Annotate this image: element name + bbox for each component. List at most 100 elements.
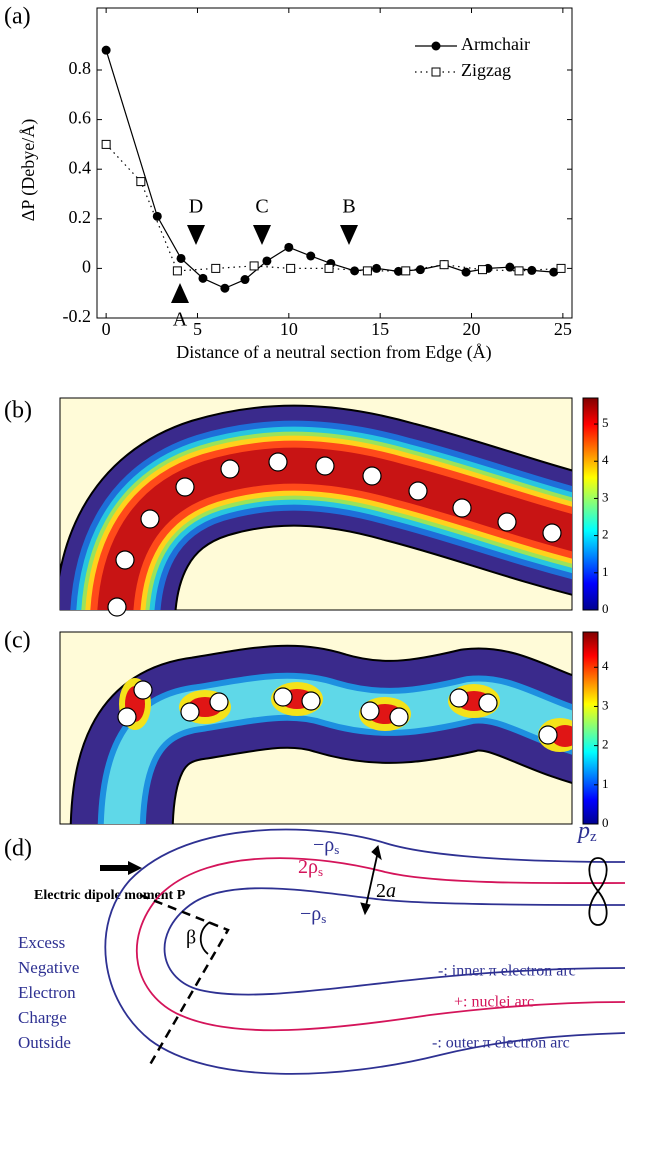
atom — [268, 452, 288, 472]
colorbar — [582, 631, 599, 825]
charge-text: −ρ — [300, 903, 321, 925]
orbital-label: pz — [576, 818, 597, 846]
heatmap-band — [97, 447, 572, 610]
angle-arc — [199, 921, 211, 955]
panel-label: (a) — [4, 4, 31, 30]
width-label: 2a — [376, 880, 396, 902]
atom — [497, 512, 517, 532]
angle-lines — [139, 893, 230, 1069]
atom — [538, 725, 558, 745]
atom — [389, 707, 409, 727]
marker — [324, 263, 334, 273]
series-line — [105, 143, 562, 272]
marker — [172, 266, 182, 276]
plot-frame — [96, 7, 573, 319]
y-tick-label: 0.6 — [69, 108, 92, 128]
marker — [527, 265, 537, 275]
marker — [514, 266, 524, 276]
marker — [401, 266, 411, 276]
atom — [478, 693, 498, 713]
colorbar-tick-label: 1 — [602, 564, 609, 579]
width-var: a — [386, 880, 396, 902]
width-text: 2 — [376, 880, 386, 902]
annotation-label: A — [173, 309, 188, 331]
side-note-line: Negative — [18, 958, 79, 977]
marker — [262, 256, 272, 266]
colorbar-tick-label: 2 — [602, 737, 609, 752]
outer-arc — [104, 828, 626, 1075]
atoms — [107, 452, 562, 617]
atom — [133, 680, 153, 700]
annotation-label: B — [342, 196, 355, 218]
marker — [249, 261, 259, 271]
atom — [220, 459, 240, 479]
x-axis-label: Distance of a neutral section from Edge … — [176, 342, 491, 363]
panel-label: (d) — [4, 836, 32, 862]
annotation-arrow — [171, 283, 189, 303]
angle-label: β — [186, 927, 196, 949]
side-note-line: Excess — [18, 933, 65, 952]
dipole-symbol: P — [177, 888, 186, 903]
y-tick-label: 0.2 — [69, 207, 92, 227]
panel-label: (b) — [4, 398, 32, 424]
x-tick-label: 0 — [102, 319, 111, 339]
marker — [152, 211, 162, 221]
charge-label: −ρs — [313, 834, 339, 857]
marker — [198, 273, 208, 283]
annotation-arrow — [340, 225, 358, 245]
heatmap-band — [103, 678, 572, 824]
marker — [240, 275, 250, 285]
marker — [505, 262, 515, 272]
atom — [542, 523, 562, 543]
colorbar-tick-label: 1 — [602, 776, 609, 791]
arc-label: -: inner π electron arc — [438, 963, 576, 980]
charge-text: −ρ — [313, 834, 334, 856]
x-tick-label: 15 — [371, 319, 389, 339]
pz-orbital — [588, 857, 608, 926]
colorbar-tick-label: 4 — [602, 658, 609, 673]
marker — [101, 139, 111, 149]
side-note-line: Outside — [18, 1033, 71, 1052]
inner-arc — [163, 887, 626, 996]
atom — [315, 456, 335, 476]
width-arrow — [365, 855, 378, 907]
colorbar-tick-label: 3 — [602, 697, 609, 712]
marker — [136, 177, 146, 187]
marker — [101, 45, 111, 55]
panel-label: (c) — [4, 628, 31, 654]
atom — [115, 550, 135, 570]
orbital-text: p — [576, 818, 590, 844]
y-axis-label: ΔP (Debye/Å) — [18, 119, 39, 221]
atom — [360, 701, 380, 721]
atom — [117, 707, 137, 727]
marker — [477, 265, 487, 275]
legend-label: Zigzag — [461, 60, 511, 80]
atom — [140, 509, 160, 529]
side-note: Excess Negative Electron Charge Outside — [18, 933, 79, 1052]
colorbar-tick-label: 2 — [602, 527, 609, 542]
legend-marker — [431, 67, 441, 77]
colorbar-tick-label: 4 — [602, 452, 609, 467]
colorbar — [582, 397, 599, 611]
marker — [556, 263, 566, 273]
charge-sub: s — [318, 864, 323, 879]
nuclei-arc — [135, 857, 626, 1032]
colorbar-tick-label: 0 — [602, 815, 609, 830]
y-tick-label: 0 — [82, 257, 91, 277]
atom — [362, 466, 382, 486]
charge-sub: s — [334, 842, 339, 857]
arc-diagram — [104, 828, 626, 1075]
marker — [211, 263, 221, 273]
legend-marker — [431, 41, 441, 51]
marker — [549, 267, 559, 277]
marker — [372, 263, 382, 273]
marker — [350, 266, 360, 276]
marker — [284, 242, 294, 252]
atom — [301, 691, 321, 711]
marker — [176, 253, 186, 263]
dipole-text: Electric dipole moment — [34, 888, 177, 903]
atom — [209, 692, 229, 712]
annotation-label: C — [255, 196, 268, 218]
arc-label: +: nuclei arc — [454, 994, 534, 1011]
